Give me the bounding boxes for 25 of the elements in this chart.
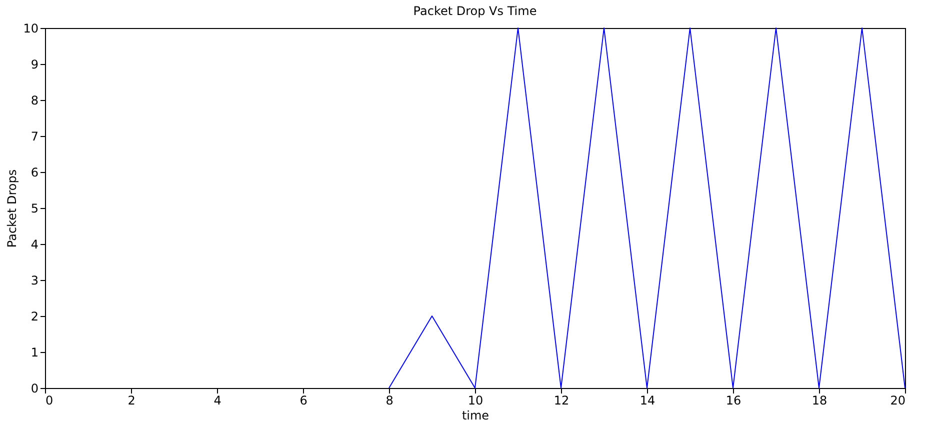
y-tick-label: 3 bbox=[30, 274, 38, 288]
x-tick-label: 4 bbox=[214, 394, 222, 408]
x-tick-label: 2 bbox=[128, 394, 136, 408]
x-tick-label: 18 bbox=[812, 394, 828, 408]
y-tick-label: 10 bbox=[23, 22, 38, 36]
y-tick-label: 5 bbox=[30, 202, 38, 216]
y-tick-label: 8 bbox=[30, 94, 38, 108]
x-tick-label: 10 bbox=[468, 394, 484, 408]
chart-title: Packet Drop Vs Time bbox=[413, 4, 537, 18]
y-tick-label: 6 bbox=[30, 166, 38, 180]
y-tick-label: 0 bbox=[30, 382, 38, 396]
x-tick-label: 12 bbox=[554, 394, 570, 408]
x-axis-title: time bbox=[462, 408, 490, 422]
x-tick-label: 8 bbox=[386, 394, 394, 408]
y-tick-label: 1 bbox=[30, 346, 38, 360]
y-tick-label: 2 bbox=[30, 310, 38, 324]
y-tick-label: 9 bbox=[30, 58, 38, 72]
y-tick-label: 4 bbox=[30, 238, 38, 252]
x-tick-label: 6 bbox=[300, 394, 308, 408]
y-tick-label: 7 bbox=[30, 130, 38, 144]
x-tick-label: 20 bbox=[890, 394, 906, 408]
x-tick-label: 16 bbox=[726, 394, 742, 408]
x-tick-label: 14 bbox=[640, 394, 656, 408]
x-tick-label: 0 bbox=[46, 394, 54, 408]
y-axis-title: Packet Drops bbox=[5, 169, 20, 248]
